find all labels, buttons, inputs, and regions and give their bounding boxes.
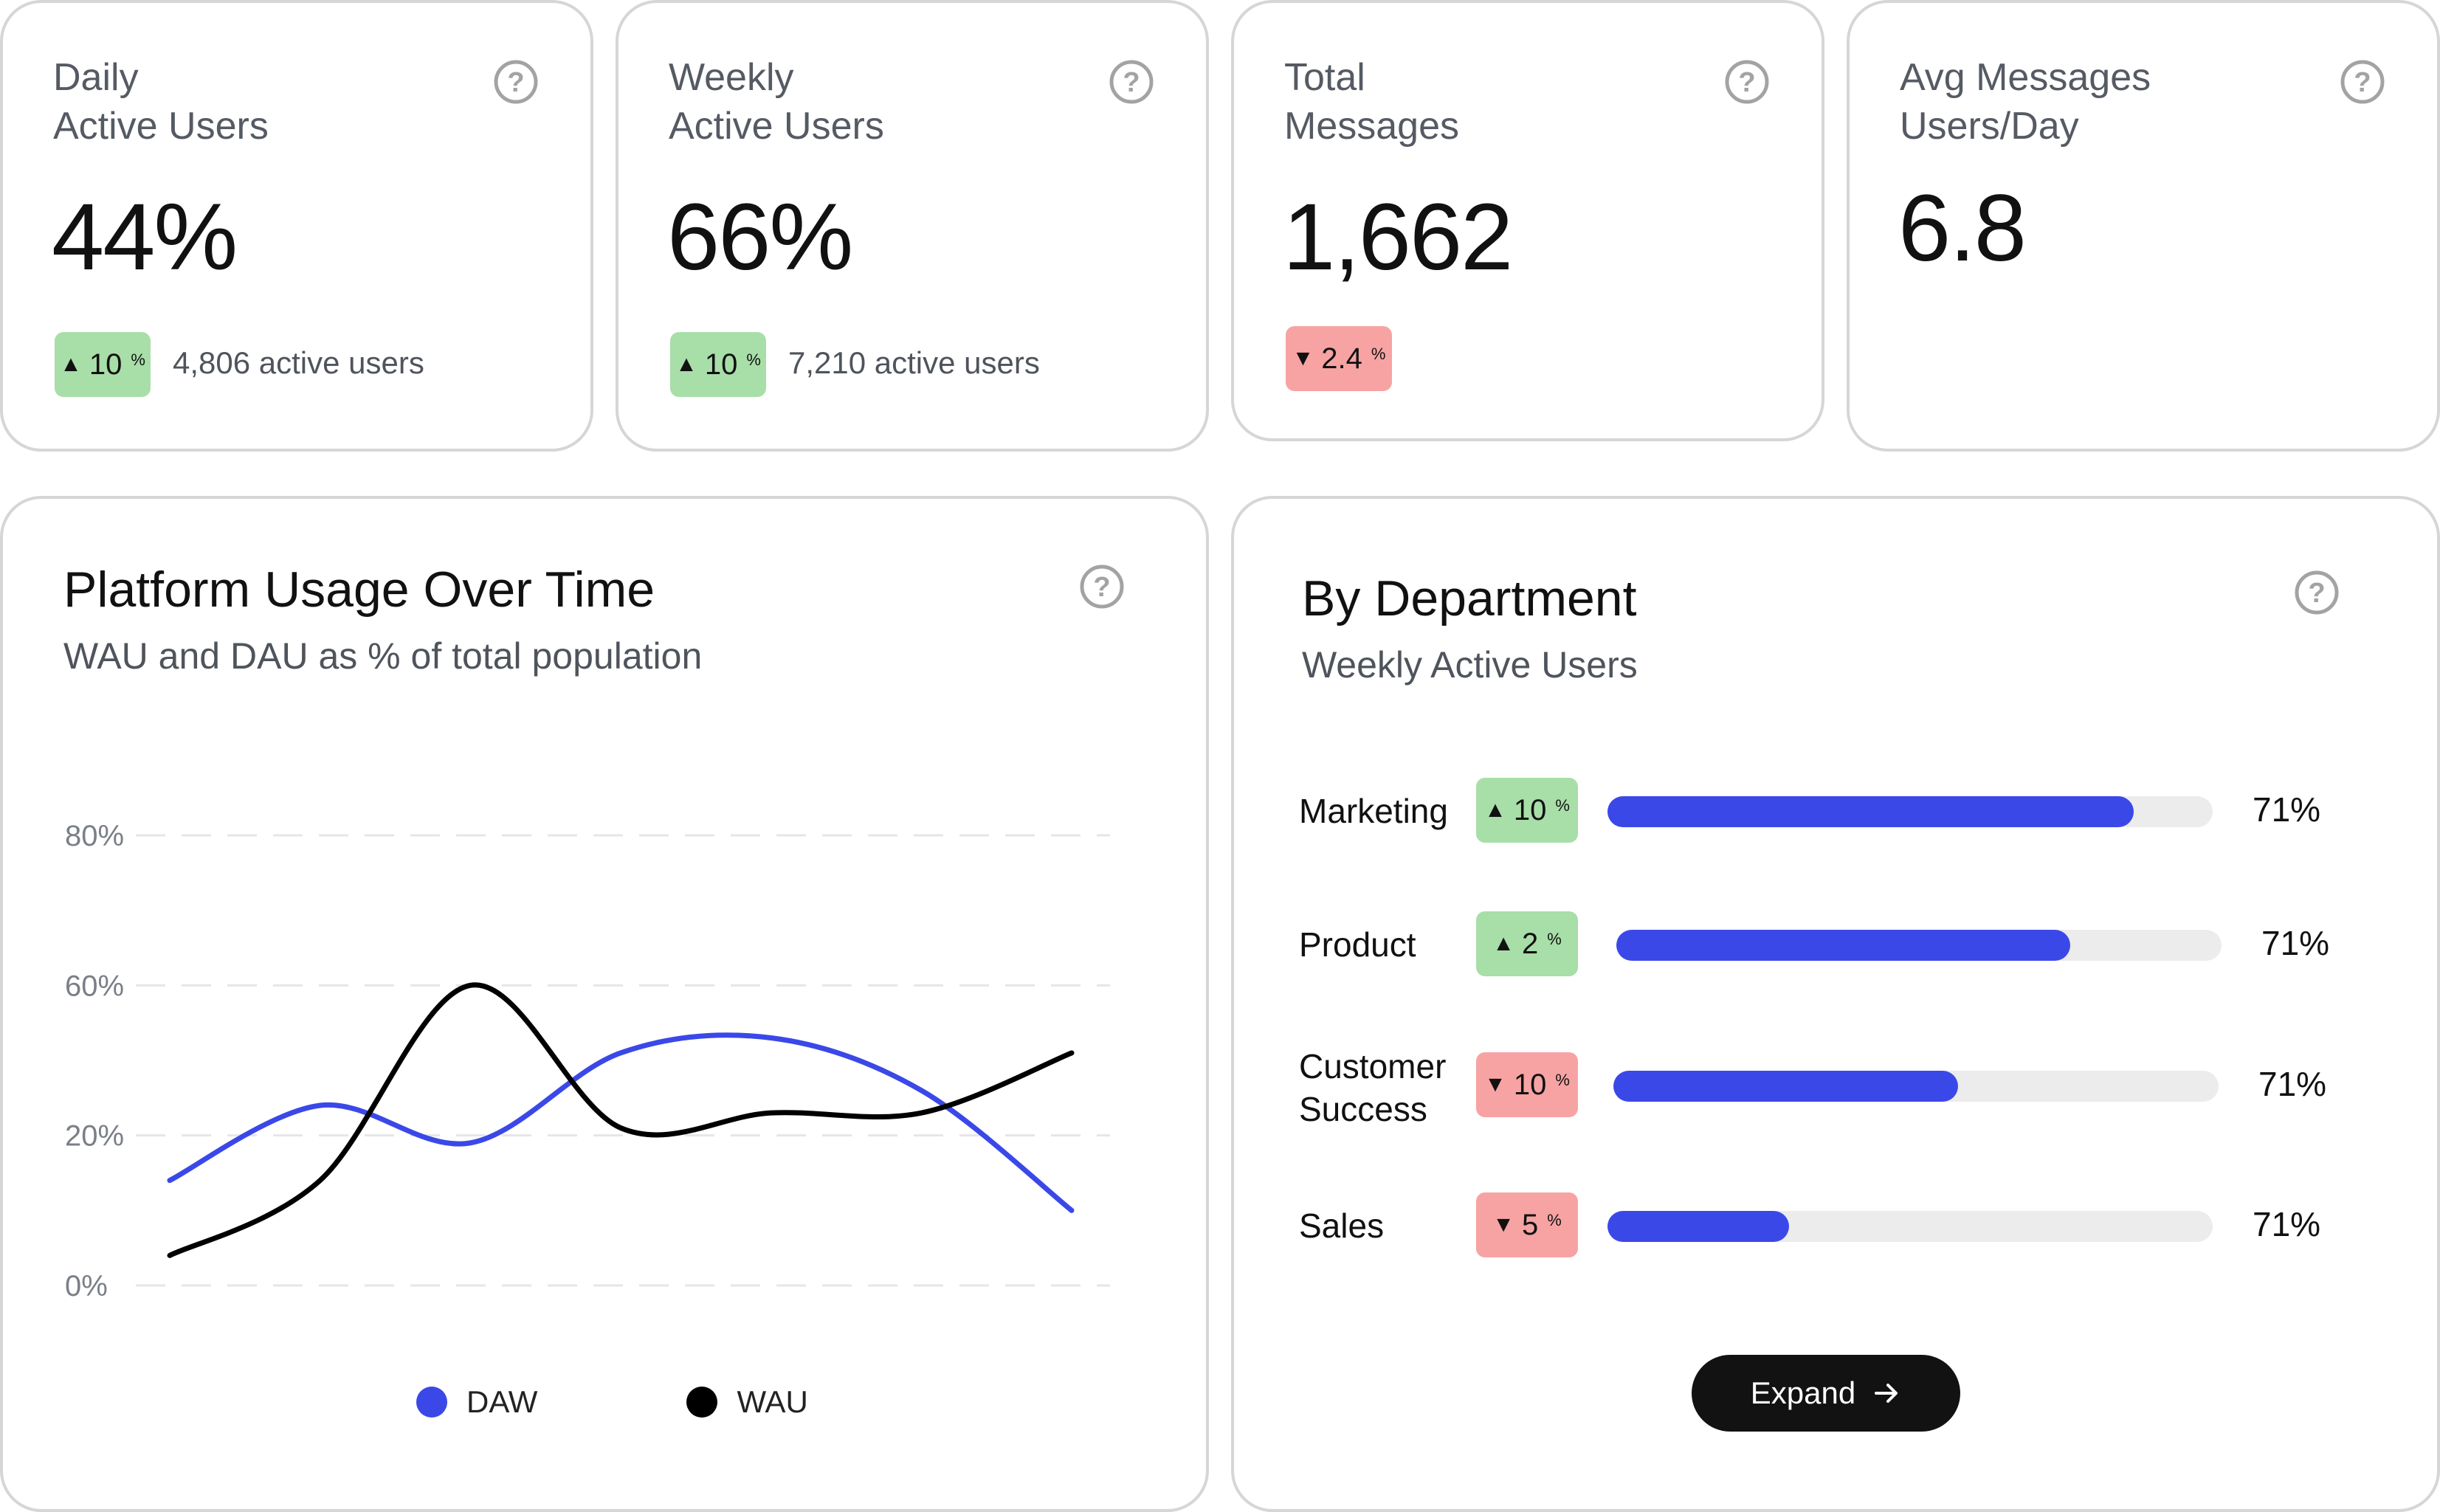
triangle-up-icon: ▲ <box>1484 798 1506 822</box>
kpi-value: 44% <box>52 184 238 290</box>
progress-fill <box>1607 1211 1789 1242</box>
department-row-customer-success: Customer Success ▼ 10% 71% <box>0 1047 2440 1128</box>
department-pct: 71% <box>2261 924 2330 962</box>
panel-title: By Department <box>1302 570 1637 626</box>
platform-usage-panel: Platform Usage Over Time WAU and DAU as … <box>0 496 1209 1512</box>
svg-text:?: ? <box>1123 67 1140 98</box>
trend-badge: ▼ 2.4% <box>1286 326 1392 391</box>
y-tick-label: 0% <box>65 1270 108 1302</box>
panel-subtitle: Weekly Active Users <box>1302 644 1638 686</box>
trend-badge: ▲ 2% <box>1476 911 1578 976</box>
y-tick-label: 80% <box>65 820 124 852</box>
kpi-card-avg-messages: Avg Messages Users/Day ? 6.8 <box>1847 0 2440 452</box>
legend-label-daw: DAW <box>466 1384 538 1419</box>
usage-line-chart: 0% 20% 60% 80% <box>65 820 1110 1302</box>
triangle-up-icon: ▲ <box>675 352 697 376</box>
by-department-panel: By Department Weekly Active Users ? <box>1231 496 2440 1512</box>
department-row-marketing: Marketing ▲ 10% 71% <box>0 778 2440 846</box>
progress-fill <box>1613 1071 1959 1102</box>
progress-bar <box>1616 930 2222 961</box>
department-pct: 71% <box>2253 1205 2321 1243</box>
svg-text:?: ? <box>1738 67 1755 98</box>
y-tick-label: 60% <box>65 970 124 1002</box>
svg-text:?: ? <box>1093 572 1110 603</box>
triangle-up-icon: ▲ <box>60 352 82 376</box>
kpi-card-total-messages: Total Messages ? 1,662 ▼ 2.4% <box>1231 0 1824 441</box>
y-tick-label: 20% <box>65 1120 124 1153</box>
progress-fill <box>1607 796 2134 827</box>
svg-text:?: ? <box>507 67 524 98</box>
progress-bar <box>1607 1211 2213 1242</box>
department-pct: 71% <box>2253 790 2321 829</box>
department-name: Customer Success <box>1299 1047 1447 1128</box>
svg-text:?: ? <box>2308 578 2325 609</box>
progress-bar <box>1613 1071 2219 1102</box>
active-users-note: 7,210 active users <box>788 345 1040 380</box>
active-users-note: 4,806 active users <box>173 345 424 380</box>
progress-fill <box>1616 930 2070 961</box>
kpi-card-wau: Weekly Active Users ? 66% ▲ 10% 7,210 acti… <box>616 0 1209 452</box>
series-line-wau <box>167 982 1075 1258</box>
legend-dot-wau <box>686 1387 718 1418</box>
department-name: Product <box>1299 925 1416 964</box>
kpi-label: Weekly Active Users <box>669 56 884 148</box>
triangle-up-icon: ▲ <box>1492 931 1514 956</box>
kpi-label: Total Messages <box>1284 56 1459 148</box>
question-circle-icon[interactable]: ? <box>2340 59 2385 105</box>
question-circle-icon[interactable]: ? <box>1724 59 1770 105</box>
question-circle-icon[interactable]: ? <box>2294 570 2340 615</box>
series-line-daw <box>167 1032 1075 1213</box>
kpi-value: 1,662 <box>1283 184 1513 290</box>
trend-badge: ▲ 10% <box>1476 778 1578 843</box>
department-row-product: Product ▲ 2% 71% <box>0 911 2440 979</box>
arrow-right-icon <box>1875 1384 1898 1403</box>
department-name: Marketing <box>1299 792 1448 830</box>
svg-text:?: ? <box>2354 67 2371 98</box>
progress-bar <box>1607 796 2213 827</box>
chart-legend: DAW WAU <box>416 1384 808 1420</box>
trend-badge: ▼ 10% <box>1476 1052 1578 1117</box>
question-circle-icon[interactable]: ? <box>1109 59 1154 105</box>
triangle-down-icon: ▼ <box>1292 346 1314 370</box>
question-circle-icon[interactable]: ? <box>493 59 539 105</box>
department-pct: 71% <box>2258 1065 2327 1103</box>
panel-title: Platform Usage Over Time <box>63 562 655 618</box>
triangle-down-icon: ▼ <box>1484 1072 1506 1097</box>
legend-dot-daw <box>416 1387 447 1418</box>
expand-label: Expand <box>1750 1375 1856 1410</box>
expand-button[interactable]: Expand <box>1692 1355 1960 1432</box>
triangle-down-icon: ▼ <box>1492 1212 1514 1237</box>
department-row-sales: Sales ▼ 5% 71% <box>0 1192 2440 1260</box>
trend-badge: ▲ 10% <box>55 332 151 397</box>
kpi-label: Daily Active Users <box>53 56 269 148</box>
kpi-value: 66% <box>667 184 853 290</box>
legend-label-wau: WAU <box>737 1384 808 1419</box>
kpi-label: Avg Messages Users/Day <box>1900 56 2151 148</box>
kpi-card-dau: Daily Active Users ? 44% ▲ 10% 4,806 activ… <box>0 0 593 452</box>
panel-subtitle: WAU and DAU as % of total population <box>63 635 703 677</box>
question-circle-icon[interactable]: ? <box>1079 564 1125 610</box>
kpi-value: 6.8 <box>1898 176 2027 281</box>
department-name: Sales <box>1299 1207 1385 1245</box>
trend-badge: ▲ 10% <box>670 332 766 397</box>
trend-badge: ▼ 5% <box>1476 1192 1578 1257</box>
